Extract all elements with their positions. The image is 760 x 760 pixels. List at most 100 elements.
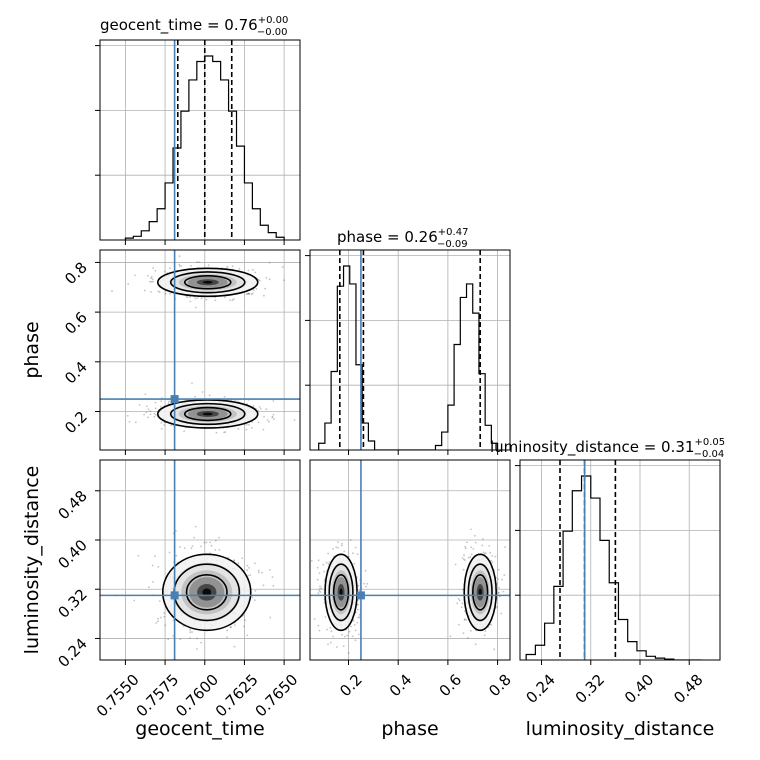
sample-point <box>246 564 249 567</box>
sample-point <box>152 280 155 283</box>
sample-point <box>253 599 256 602</box>
y-tick-label: 0.32 <box>54 585 90 621</box>
sample-point <box>230 626 232 629</box>
sample-point <box>496 605 498 608</box>
sample-point <box>265 408 268 411</box>
truth-marker <box>356 591 365 600</box>
sample-point <box>272 584 275 587</box>
sample-point <box>347 652 350 654</box>
contour <box>156 399 259 429</box>
sample-point <box>158 600 161 602</box>
sample-point <box>154 269 157 272</box>
x-tick-label: 0.7550 <box>93 671 143 721</box>
sample-point <box>483 634 486 637</box>
x-tick-label: 0.4 <box>386 671 416 701</box>
sample-point <box>358 613 361 616</box>
sample-point <box>167 638 170 641</box>
sample-point <box>488 545 491 547</box>
sample-point <box>245 428 248 431</box>
sample-point <box>318 589 321 592</box>
title-phase: phase = 0.26+0.47 −0.09 <box>337 227 468 250</box>
sample-point <box>188 637 191 639</box>
sample-point <box>168 551 171 554</box>
sample-point <box>353 562 356 565</box>
sample-point <box>209 541 212 544</box>
sample-point <box>189 296 192 298</box>
sample-point <box>262 584 265 587</box>
sample-point <box>358 616 361 619</box>
sample-point <box>163 270 166 273</box>
density-shade <box>339 588 343 597</box>
sample-point <box>178 255 181 258</box>
x-tick-label: 0.7575 <box>133 671 183 721</box>
sample-point <box>183 547 186 549</box>
sample-point <box>160 421 163 424</box>
sample-point <box>194 395 197 398</box>
panel-frame <box>519 459 721 661</box>
sample-point <box>145 411 148 414</box>
density-shade <box>202 412 213 416</box>
truth-marker <box>170 591 179 600</box>
sample-point <box>257 409 260 412</box>
sample-point <box>191 545 194 547</box>
sample-point <box>272 413 275 416</box>
sample-point <box>248 424 250 426</box>
sample-point <box>250 293 253 296</box>
sample-point <box>203 541 206 544</box>
sample-point <box>352 620 355 622</box>
sample-point <box>265 277 267 279</box>
sample-point <box>320 587 323 590</box>
sample-point <box>458 599 461 602</box>
sample-point <box>258 279 261 282</box>
sample-point <box>226 629 229 632</box>
panel-phase-geocent_time <box>100 250 300 450</box>
sample-point <box>179 546 181 548</box>
sample-point <box>128 420 131 423</box>
sample-point <box>271 416 273 419</box>
sample-point <box>252 405 255 407</box>
sample-point <box>207 264 210 267</box>
x-axis-label: phase <box>381 718 438 740</box>
sample-point <box>457 623 460 626</box>
sample-point <box>352 552 354 555</box>
sample-point <box>501 578 503 581</box>
sample-point <box>467 556 470 559</box>
sample-point <box>317 592 320 595</box>
sample-point <box>342 645 345 648</box>
contour <box>185 574 228 611</box>
density-shade <box>478 588 482 597</box>
sample-point <box>160 400 163 403</box>
sample-point <box>357 633 360 636</box>
sample-point <box>247 292 249 295</box>
sample-point <box>137 554 140 557</box>
sample-point <box>343 550 346 553</box>
sample-point <box>463 610 466 612</box>
sample-point <box>449 635 452 638</box>
sample-point <box>316 578 319 581</box>
sample-point <box>323 570 325 573</box>
density-shade <box>202 280 213 284</box>
sample-point <box>332 548 334 550</box>
sample-point <box>490 623 493 626</box>
sample-point <box>178 265 181 267</box>
sample-point <box>313 618 316 620</box>
sample-point <box>150 291 152 293</box>
sample-point <box>470 553 473 556</box>
sample-point <box>133 599 136 602</box>
sample-point <box>317 624 320 627</box>
sample-point <box>268 278 271 281</box>
sample-point <box>489 551 492 554</box>
sample-point <box>223 431 226 434</box>
sample-point <box>317 559 320 562</box>
sample-point <box>138 404 141 406</box>
sample-point <box>254 562 256 565</box>
x-tick-label: 0.24 <box>523 671 559 707</box>
sample-point <box>358 589 361 592</box>
sample-point <box>473 534 476 537</box>
sample-point <box>263 294 265 297</box>
sample-point <box>169 267 171 270</box>
sample-point <box>356 553 359 556</box>
sample-point <box>271 416 274 418</box>
contour <box>332 574 350 611</box>
